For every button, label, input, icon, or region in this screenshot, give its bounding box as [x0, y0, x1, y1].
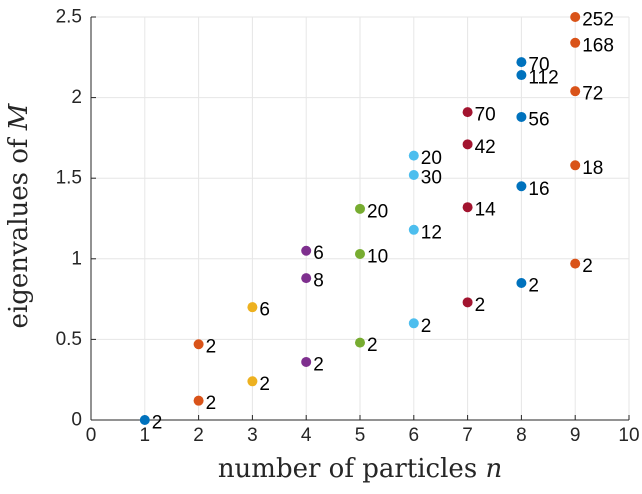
data-point [462, 107, 473, 118]
data-label: 42 [475, 137, 496, 158]
data-label: 20 [421, 148, 442, 169]
data-label: 16 [528, 179, 549, 200]
data-label: 72 [582, 84, 603, 105]
data-point [408, 318, 419, 329]
data-point [462, 202, 473, 213]
x-tick-label: 9 [570, 425, 581, 446]
data-point [355, 248, 365, 259]
data-point [462, 297, 473, 308]
data-point [408, 169, 419, 180]
data-label: 30 [421, 167, 442, 188]
y-tick-label: 1 [71, 248, 82, 269]
data-label: 168 [582, 35, 614, 56]
x-axis-title: number of particles n [218, 454, 502, 484]
data-label: 2 [313, 354, 324, 375]
data-label: 20 [367, 201, 388, 222]
x-tick-label: 8 [516, 425, 527, 446]
data-point [570, 258, 581, 269]
data-point [301, 245, 312, 256]
data-label: 2 [152, 413, 163, 434]
data-label: 2 [421, 316, 432, 337]
axes [90, 16, 630, 421]
x-tick-label: 1 [140, 425, 151, 446]
data-label: 14 [475, 200, 497, 221]
data-point [570, 37, 581, 48]
data-label: 2 [582, 256, 593, 277]
data-label: 18 [582, 158, 603, 179]
data-points [139, 12, 581, 425]
data-point [516, 70, 527, 81]
data-label: 252 [582, 10, 614, 31]
data-point [516, 181, 527, 192]
x-tick-label: 3 [247, 425, 258, 446]
data-labels: 2222628621020212302021442702165611270218… [152, 10, 614, 434]
data-point [301, 273, 312, 284]
x-tick-label: 0 [86, 425, 97, 446]
data-label: 6 [259, 300, 270, 321]
data-point [193, 395, 204, 406]
data-point [516, 277, 527, 288]
data-point [408, 224, 419, 235]
data-label: 2 [528, 275, 539, 296]
data-label: 12 [421, 222, 442, 243]
data-point [355, 203, 365, 214]
y-axis-title: eigenvalues of M [4, 102, 34, 328]
data-point [247, 302, 258, 313]
data-point [570, 86, 581, 97]
y-tick-label: 0 [71, 410, 82, 431]
data-point [570, 160, 581, 171]
data-point [139, 415, 150, 425]
data-point [247, 376, 258, 387]
data-label: 6 [313, 243, 324, 264]
data-point [570, 12, 581, 22]
data-label: 8 [313, 271, 324, 292]
x-tick-label: 2 [193, 425, 204, 446]
x-tick-label: 4 [301, 425, 312, 446]
data-label: 70 [475, 105, 496, 126]
data-label: 2 [206, 393, 217, 414]
data-label: 56 [528, 109, 549, 130]
data-point [516, 111, 527, 122]
data-point [408, 150, 419, 161]
x-tick-label: 6 [409, 425, 420, 446]
data-label: 10 [367, 246, 388, 267]
y-tick-label: 2.5 [56, 7, 82, 28]
x-tick-label: 10 [618, 425, 639, 446]
data-point [462, 139, 473, 150]
y-tick-label: 2 [71, 87, 82, 108]
data-point [193, 339, 204, 350]
data-label: 2 [475, 295, 486, 316]
data-label: 2 [206, 337, 217, 358]
y-tick-label: 0.5 [56, 329, 82, 350]
data-point [355, 337, 365, 348]
x-tick-label: 5 [355, 425, 366, 446]
y-tick-label: 1.5 [56, 168, 82, 189]
data-point [516, 57, 527, 68]
data-point [301, 356, 312, 367]
data-label: 2 [259, 374, 270, 395]
data-label: 70 [528, 55, 549, 76]
data-label: 2 [367, 335, 378, 356]
data-label: 112 [528, 68, 558, 89]
x-tick-label: 7 [462, 425, 473, 446]
